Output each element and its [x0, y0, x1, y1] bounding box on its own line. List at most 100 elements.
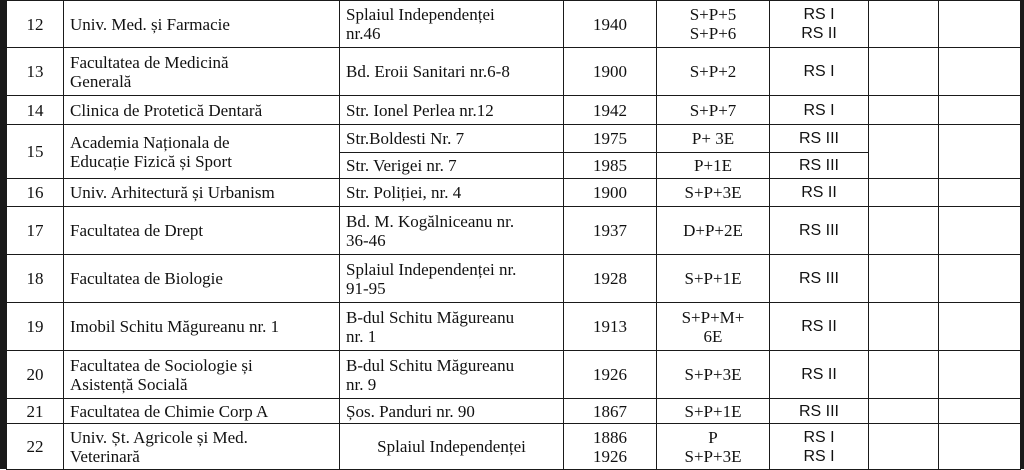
empty-cell-a [868, 423, 939, 470]
building-address: Bd. M. Kogălniceanu nr. 36-46 [339, 206, 564, 255]
seismic-class: RS I [769, 47, 869, 96]
row-number: 21 [6, 398, 64, 424]
empty-cell-a [868, 254, 939, 303]
row-number: 22 [6, 423, 64, 470]
construction-year: 1985 [563, 152, 657, 179]
building-name-line: Generală [70, 71, 132, 91]
building-name: Univ. Șt. Agricole și Med. Veterinară [63, 423, 340, 470]
height-regime-line: S+P+7 [689, 100, 737, 120]
seismic-class-line: RS I [803, 6, 835, 23]
seismic-class-line: RS I [803, 428, 835, 446]
empty-cell-a [868, 0, 939, 48]
table-row: 14 Clinica de Protetică Dentară Str. Ionel… [6, 95, 1021, 125]
construction-year-line: 1975 [593, 129, 627, 148]
height-regime-line: S+P+2 [689, 62, 737, 81]
row-number: 16 [6, 178, 64, 207]
height-regime: S+P+1E [656, 398, 770, 424]
empty-cell-a [868, 47, 939, 96]
row-number: 12 [6, 0, 64, 48]
construction-year-line: 1886 [593, 427, 627, 447]
construction-year-line: 1900 [593, 183, 627, 202]
row-number: 17 [6, 206, 64, 255]
building-address-line: Str.Boldesti Nr. 7 [346, 129, 465, 148]
height-regime: D+P+2E [656, 206, 770, 255]
construction-year: 1867 [563, 398, 657, 424]
height-regime: P S+P+3E [656, 423, 770, 470]
building-name-line: Univ. Med. și Farmacie [70, 14, 230, 34]
seismic-class-line: RS I [803, 447, 835, 465]
building-name-line: Facultatea de Sociologie și [70, 355, 253, 375]
empty-cell-a [868, 124, 939, 179]
empty-cell-b [938, 47, 1021, 96]
construction-year: 1900 [563, 47, 657, 96]
construction-year: 1937 [563, 206, 657, 255]
construction-year: 1928 [563, 254, 657, 303]
building-address: Str. Poliției, nr. 4 [339, 178, 564, 207]
seismic-class: RS III [769, 152, 869, 179]
empty-cell-b [938, 0, 1021, 48]
building-name-line: Veterinară [70, 446, 140, 466]
table-row: 15 Academia Naționala de Educație Fizică ș… [6, 124, 1021, 179]
table-body: 12 Univ. Med. și Farmacie Splaiul Independ… [6, 0, 1021, 470]
seismic-class-line: RS III [798, 222, 839, 239]
seismic-class: RS III [769, 124, 869, 153]
building-name-line: Facultatea de Drept [70, 221, 204, 240]
height-regime-line: P [708, 427, 718, 447]
height-regime-line: S+P+3E [684, 365, 742, 384]
table-row: 21 Facultatea de Chimie Corp A Șos. Pandur… [6, 398, 1021, 424]
construction-year-line: 1985 [593, 156, 627, 175]
construction-year-line: 1940 [593, 14, 627, 34]
seismic-class-line: RS III [798, 402, 839, 420]
seismic-class-line: RS II [801, 366, 837, 383]
building-name-line: Univ. Arhitectură și Urbanism [70, 183, 275, 202]
seismic-class: RS I [769, 95, 869, 125]
building-name: Facultatea de Medicină Generală [63, 47, 340, 96]
building-name-line: Facultatea de Biologie [70, 269, 223, 288]
table-row: 19 Imobil Schitu Măgureanu nr. 1 B-dul Sch… [6, 302, 1021, 351]
construction-year: 1913 [563, 302, 657, 351]
building-name: Facultatea de Chimie Corp A [63, 398, 340, 424]
height-regime-line: P+ 3E [691, 129, 735, 148]
construction-year: 1975 [563, 124, 657, 153]
empty-cell-b [938, 350, 1021, 399]
table-row: 22 Univ. Șt. Agricole și Med. Veterinară Sp… [6, 423, 1021, 470]
building-name: Facultatea de Sociologie și Asistență Soc… [63, 350, 340, 399]
building-name: Imobil Schitu Măgureanu nr. 1 [63, 302, 340, 351]
seismic-class: RS II [769, 302, 869, 351]
building-address: Șos. Panduri nr. 90 [339, 398, 564, 424]
seismic-class: RS III [769, 254, 869, 303]
seismic-class-line: RS I [803, 101, 835, 119]
building-name-line: Facultatea de Chimie Corp A [70, 401, 269, 421]
height-regime: P+1E [656, 152, 770, 179]
building-address-line: Splaiul Independenței [346, 5, 495, 24]
row-number: 14 [6, 95, 64, 125]
building-address-line: Str. Poliției, nr. 4 [346, 183, 462, 202]
buildings-table: 12 Univ. Med. și Farmacie Splaiul Independ… [6, 0, 1021, 470]
building-name: Academia Naționala de Educație Fizică și … [63, 124, 340, 179]
height-regime-line: 6E [703, 326, 723, 346]
building-name: Univ. Med. și Farmacie [63, 0, 340, 48]
empty-cell-a [868, 178, 939, 207]
empty-cell-b [938, 254, 1021, 303]
empty-cell-a [868, 95, 939, 125]
building-address-line: Splaiul Independenței nr. [346, 259, 517, 279]
building-name-line: Clinica de Protetică Dentară [70, 100, 263, 120]
building-address-line: Bd. Eroii Sanitari nr.6-8 [346, 62, 510, 81]
height-regime-line: S+P+1E [684, 269, 742, 288]
row-number: 20 [6, 350, 64, 399]
building-address-line: nr.46 [346, 24, 381, 43]
construction-year: 1942 [563, 95, 657, 125]
building-name: Univ. Arhitectură și Urbanism [63, 178, 340, 207]
empty-cell-b [938, 302, 1021, 351]
construction-year-line: 1942 [593, 100, 627, 120]
building-address-line: Șos. Panduri nr. 90 [346, 401, 475, 421]
row-number: 13 [6, 47, 64, 96]
height-regime: S+P+7 [656, 95, 770, 125]
seismic-class: RS III [769, 206, 869, 255]
building-name: Facultatea de Biologie [63, 254, 340, 303]
building-name-line: Facultatea de Medicină [70, 52, 229, 72]
table-row: 20 Facultatea de Sociologie și Asistență S… [6, 350, 1021, 399]
construction-year: 1900 [563, 178, 657, 207]
seismic-class: RS II [769, 178, 869, 207]
seismic-class-line: RS I [803, 63, 835, 80]
